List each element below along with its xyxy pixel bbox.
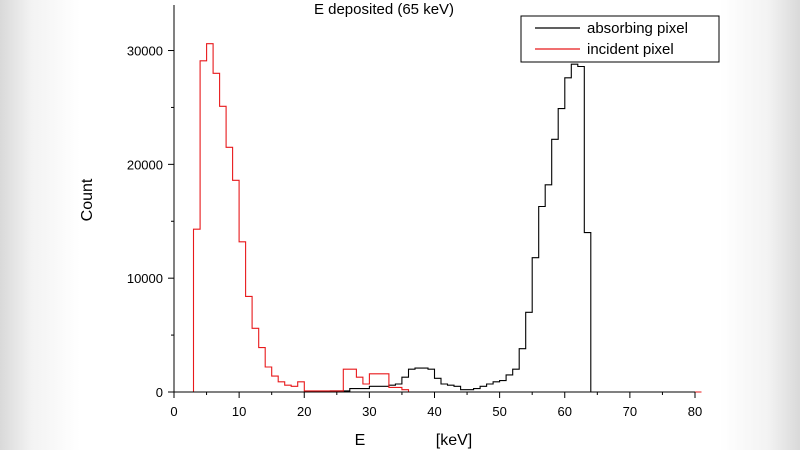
y-axis-label: Count bbox=[79, 178, 96, 221]
legend-label-absorbing-pixel: absorbing pixel bbox=[587, 20, 688, 37]
x-tick-label: 20 bbox=[297, 404, 311, 419]
x-tick-label: 60 bbox=[558, 404, 572, 419]
y-tick-label: 20000 bbox=[127, 157, 163, 172]
series-incident-pixel bbox=[174, 43, 702, 393]
x-axis-label: E bbox=[355, 432, 366, 449]
x-tick-label: 10 bbox=[232, 404, 246, 419]
y-tick-label: 0 bbox=[156, 385, 163, 400]
legend: absorbing pixel incident pixel bbox=[520, 15, 720, 63]
axes: 0 10 20 30 40 50 60 70 80 0 10000 20000 30000 bbox=[127, 5, 702, 419]
chart-title: E deposited (65 keV) bbox=[314, 1, 454, 18]
x-tick-label: 40 bbox=[427, 404, 441, 419]
x-tick-label: 30 bbox=[362, 404, 376, 419]
series-absorbing-pixel bbox=[174, 63, 598, 393]
y-tick-label: 30000 bbox=[127, 44, 163, 59]
x-tick-label: 70 bbox=[623, 404, 637, 419]
y-tick-label: 10000 bbox=[127, 271, 163, 286]
x-tick-label: 50 bbox=[492, 404, 506, 419]
x-axis-unit: [keV] bbox=[436, 432, 472, 449]
legend-label-incident-pixel: incident pixel bbox=[587, 41, 674, 58]
plot-lines bbox=[174, 43, 702, 393]
x-tick-label: 80 bbox=[688, 404, 702, 419]
x-tick-label: 0 bbox=[170, 404, 177, 419]
legend-box bbox=[520, 15, 720, 63]
